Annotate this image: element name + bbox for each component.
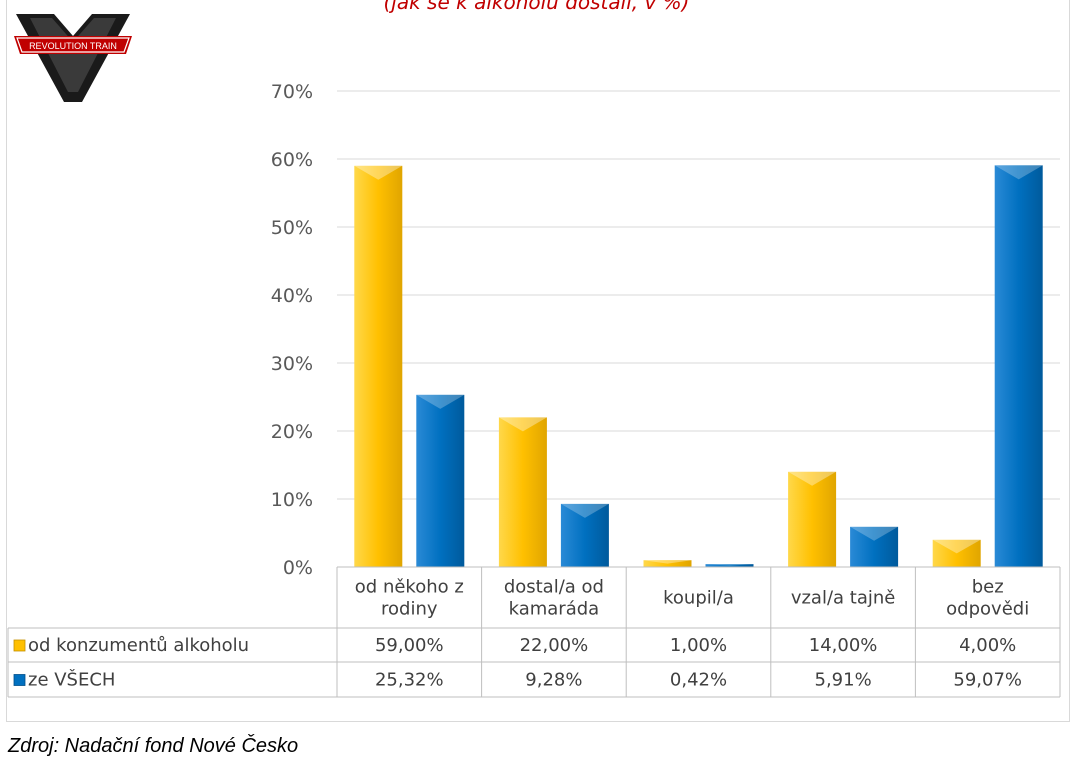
category-label: vzal/a tajně: [791, 588, 896, 609]
y-tick-label: 30%: [271, 353, 313, 375]
bar: [643, 560, 692, 567]
y-tick-label: 10%: [271, 489, 313, 511]
data-label: 25,32%: [375, 670, 444, 691]
category-label: dostal/a od: [504, 577, 604, 598]
bar: [788, 471, 837, 567]
data-label: 9,28%: [525, 670, 582, 691]
category-label: koupil/a: [663, 588, 734, 609]
source-note: Zdroj: Nadační fond Nové Česko: [8, 735, 299, 757]
legend-key: [13, 674, 26, 686]
data-label: 14,00%: [809, 635, 878, 656]
chart-title-fragment: (jak se k alkoholu dostali, v %): [383, 0, 690, 14]
bar: [354, 165, 403, 568]
bar: [705, 564, 754, 567]
data-label: 5,91%: [815, 670, 872, 691]
y-tick-label: 40%: [271, 285, 313, 307]
legend-entry: od konzumentů alkoholu: [28, 635, 249, 656]
y-tick-label: 70%: [271, 81, 313, 103]
data-label: 59,00%: [375, 635, 444, 656]
y-tick-label: 0%: [283, 557, 313, 579]
category-label: kamaráda: [509, 599, 600, 620]
data-label: 59,07%: [953, 670, 1022, 691]
data-label: 22,00%: [520, 635, 589, 656]
legend-entry: ze VŠECH: [28, 669, 115, 691]
bar: [560, 503, 609, 567]
bar: [498, 417, 547, 567]
revolution-train-logo: REVOLUTION TRAIN: [14, 10, 132, 110]
bar-chart: 0% 10% 20% 30% 40% 50% 60% 70% od někoho zrodiny…: [7, 81, 1061, 698]
category-label: bez: [972, 577, 1004, 598]
y-tick-label: 50%: [271, 217, 313, 239]
bar: [994, 165, 1043, 567]
bar: [416, 394, 465, 567]
bar: [932, 539, 981, 567]
bar: [850, 526, 899, 567]
category-label: rodiny: [381, 599, 438, 620]
category-label: od někoho z: [355, 577, 464, 598]
data-label: 1,00%: [670, 635, 727, 656]
logo-graphic: REVOLUTION TRAIN: [14, 14, 132, 102]
category-label: odpovědi: [946, 599, 1029, 620]
legend-key: [13, 639, 26, 652]
logo-text: REVOLUTION TRAIN: [29, 41, 117, 51]
chart-frame: [6, 0, 1070, 722]
y-tick-label: 60%: [271, 149, 313, 171]
data-label: 4,00%: [959, 635, 1016, 656]
y-tick-label: 20%: [271, 421, 313, 443]
data-label: 0,42%: [670, 670, 727, 691]
